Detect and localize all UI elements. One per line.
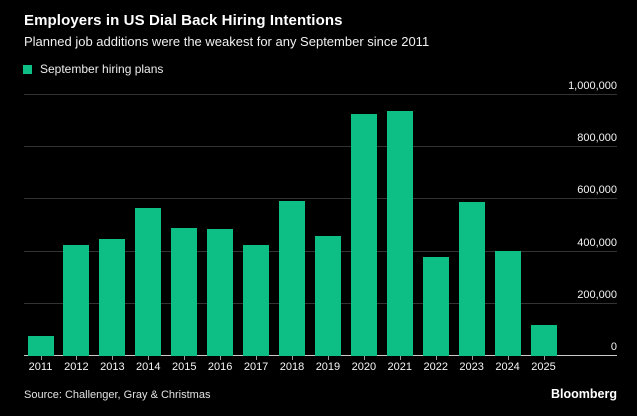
bar-2011 xyxy=(27,335,54,356)
chart-footer: Source: Challenger, Gray & Christmas Blo… xyxy=(24,387,617,401)
y-axis-tick-label: 0 xyxy=(610,341,617,353)
x-axis-tick xyxy=(40,356,42,360)
plot-area: 0 200,000 400,000 600,000 800,000 1,000,000 20… xyxy=(24,80,617,373)
bar-2023 xyxy=(458,202,485,356)
bar-2025 xyxy=(530,325,557,356)
bar-2022 xyxy=(422,256,449,356)
source-note: Source: Challenger, Gray & Christmas xyxy=(24,389,211,401)
bar-2012 xyxy=(63,244,90,356)
x-axis-tick-label: 2024 xyxy=(495,361,520,373)
bar-2014 xyxy=(135,208,162,356)
x-axis-tick xyxy=(184,356,186,360)
chart-subtitle: Planned job additions were the weakest f… xyxy=(24,34,430,49)
bar-2015 xyxy=(171,227,198,356)
x-axis-tick xyxy=(471,356,473,360)
gridline xyxy=(24,146,617,148)
bar-2024 xyxy=(494,250,521,356)
y-axis-tick-label: 600,000 xyxy=(577,184,617,197)
x-axis-tick-label: 2021 xyxy=(387,361,413,373)
bar-2020 xyxy=(350,113,377,356)
x-axis-tick-label: 2022 xyxy=(423,361,448,373)
y-axis-tick-label: 800,000 xyxy=(577,132,617,145)
chart-title: Employers in US Dial Back Hiring Intenti… xyxy=(24,12,343,29)
x-axis-tick-label: 2011 xyxy=(28,361,53,373)
x-axis-tick-label: 2020 xyxy=(351,361,377,373)
x-axis-tick-label: 2017 xyxy=(243,361,269,373)
y-axis-tick-label: 400,000 xyxy=(577,236,617,249)
y-axis-tick-label: 200,000 xyxy=(577,288,617,301)
gridline xyxy=(24,198,617,200)
x-axis-tick-label: 2015 xyxy=(171,361,197,373)
x-axis-tick xyxy=(543,356,545,360)
x-axis-tick-label: 2023 xyxy=(459,361,484,373)
x-axis-tick xyxy=(507,356,509,360)
bar-2018 xyxy=(279,200,305,356)
x-axis-tick xyxy=(399,356,401,360)
x-axis-tick-label: 2019 xyxy=(315,361,341,373)
bar-2017 xyxy=(243,245,270,356)
bar-2016 xyxy=(207,229,234,356)
x-axis-tick-label: 2012 xyxy=(64,361,89,373)
x-axis-tick xyxy=(220,356,222,360)
x-axis-tick-label: 2016 xyxy=(207,361,233,373)
legend: September hiring plans xyxy=(23,62,163,76)
bloomberg-logo: Bloomberg xyxy=(551,387,617,401)
legend-swatch-icon xyxy=(23,64,32,74)
x-axis-tick xyxy=(256,356,258,360)
bar-2013 xyxy=(99,239,126,356)
bar-2019 xyxy=(314,236,341,356)
y-axis-tick-label: 1,000,000 xyxy=(568,80,617,92)
x-axis-tick xyxy=(327,356,329,360)
gridline xyxy=(24,94,617,95)
x-axis-tick xyxy=(292,356,293,360)
x-axis-tick xyxy=(363,356,365,360)
x-axis-tick xyxy=(76,356,78,360)
x-axis-tick-label: 2013 xyxy=(100,361,125,373)
x-axis-tick xyxy=(148,356,150,360)
bar-2021 xyxy=(386,110,413,356)
legend-label: September hiring plans xyxy=(40,62,164,76)
x-axis-tick-label: 2018 xyxy=(279,361,305,373)
x-axis-tick xyxy=(112,356,114,360)
x-axis-tick-label: 2014 xyxy=(136,361,161,373)
x-axis-tick xyxy=(435,356,437,360)
x-axis-tick-label: 2025 xyxy=(531,361,556,373)
